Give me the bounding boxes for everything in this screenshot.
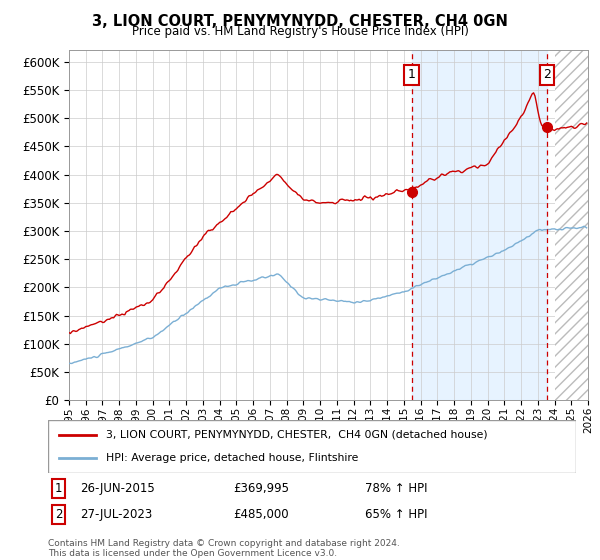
FancyBboxPatch shape bbox=[48, 420, 576, 473]
Text: £369,995: £369,995 bbox=[233, 482, 289, 496]
Text: 1: 1 bbox=[407, 68, 415, 81]
Text: 27-JUL-2023: 27-JUL-2023 bbox=[80, 508, 152, 521]
Text: 78% ↑ HPI: 78% ↑ HPI bbox=[365, 482, 427, 496]
Text: 2: 2 bbox=[55, 508, 62, 521]
Text: HPI: Average price, detached house, Flintshire: HPI: Average price, detached house, Flin… bbox=[106, 453, 358, 463]
Text: 3, LION COURT, PENYMYNYDD, CHESTER,  CH4 0GN (detached house): 3, LION COURT, PENYMYNYDD, CHESTER, CH4 … bbox=[106, 430, 488, 440]
Text: 1: 1 bbox=[55, 482, 62, 496]
Text: Contains HM Land Registry data © Crown copyright and database right 2024.
This d: Contains HM Land Registry data © Crown c… bbox=[48, 539, 400, 558]
Text: 3, LION COURT, PENYMYNYDD, CHESTER, CH4 0GN: 3, LION COURT, PENYMYNYDD, CHESTER, CH4 … bbox=[92, 14, 508, 29]
Text: 65% ↑ HPI: 65% ↑ HPI bbox=[365, 508, 427, 521]
Text: 2: 2 bbox=[543, 68, 551, 81]
Text: Price paid vs. HM Land Registry's House Price Index (HPI): Price paid vs. HM Land Registry's House … bbox=[131, 25, 469, 38]
Bar bbox=[412, 50, 547, 400]
Text: £485,000: £485,000 bbox=[233, 508, 289, 521]
Text: 26-JUN-2015: 26-JUN-2015 bbox=[80, 482, 154, 496]
